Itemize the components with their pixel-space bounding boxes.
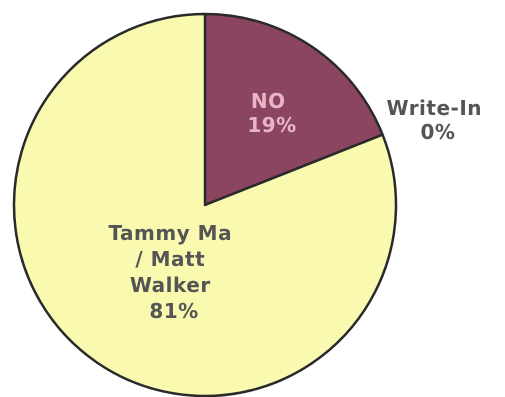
slice-label-no-value: 19%	[247, 113, 296, 137]
slice-label-no-name: NO	[251, 89, 286, 113]
pie-slices	[12, 12, 398, 397]
slice-label-tammy-ma-matt-walker: Tammy Ma / Matt Walker 81%	[108, 221, 239, 323]
slice-label-no: NO 19%	[247, 89, 296, 137]
pie-labels: NO 19% Write-In 0% Tammy Ma / Matt Walke…	[108, 89, 489, 323]
slice-label-tammy-value: 81%	[149, 299, 198, 323]
slice-label-tammy-line3: Walker	[130, 273, 211, 297]
slice-label-write-in-value: 0%	[421, 120, 456, 144]
slice-label-tammy-line1: Tammy Ma	[108, 221, 232, 245]
slice-label-write-in-name: Write-In	[386, 96, 482, 120]
slice-tammy-ma-matt-walker	[12, 12, 398, 397]
slice-label-tammy-line2: / Matt	[135, 247, 205, 271]
slice-no	[203, 12, 384, 207]
slice-label-write-in: Write-In 0%	[386, 96, 489, 144]
